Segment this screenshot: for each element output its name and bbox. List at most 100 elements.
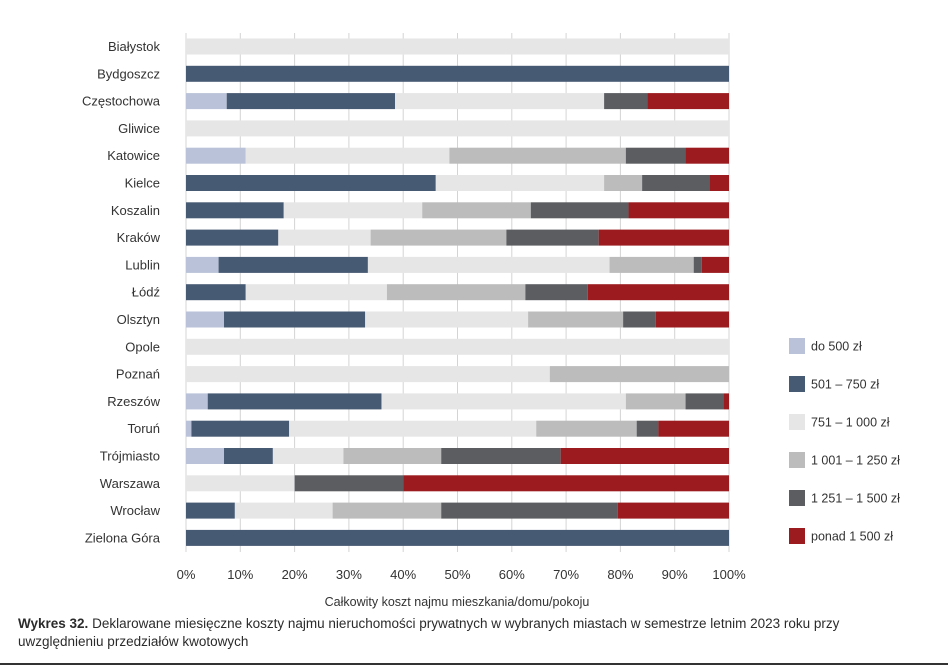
- bar-katowice-series-4: [449, 147, 626, 164]
- bar-krakow-series-2: [186, 229, 279, 246]
- bar-lodz-series-5: [525, 284, 588, 301]
- x-tick-label: 40%: [390, 567, 416, 582]
- bar-katowice-series-1: [186, 147, 246, 164]
- bar-czestochowa-series-2: [226, 93, 396, 110]
- bottom-rule: [0, 663, 948, 665]
- bar-kielce-series-5: [642, 175, 710, 191]
- legend-label-1: do 500 zł: [811, 340, 862, 354]
- bar-lublin-series-2: [218, 256, 368, 273]
- bar-poznan-series-4: [549, 366, 729, 383]
- bar-rzeszow-series-3: [381, 393, 626, 410]
- legend-label-3: 751 – 1 000 zł: [811, 416, 890, 430]
- bar-krakow-series-4: [370, 229, 507, 246]
- bar-wroclaw-series-3: [234, 502, 333, 519]
- legend-label-6: ponad 1 500 zł: [811, 530, 893, 544]
- legend-label-2: 501 – 750 zł: [811, 378, 879, 392]
- x-tick-label: 70%: [553, 567, 579, 582]
- bar-rzeszow-series-1: [186, 393, 208, 410]
- legend-swatch-4: [789, 452, 805, 468]
- bar-kielce-series-4: [604, 175, 643, 191]
- category-label-trojmiasto: Trójmiasto: [100, 449, 160, 464]
- stacked-bar-chart: Białystok Bydgoszcz Częstochowa Gliwice Kato…: [82, 33, 900, 609]
- figure-caption: Wykres 32. Deklarowane miesięczne koszty…: [18, 615, 918, 651]
- x-tick-label: 30%: [336, 567, 362, 582]
- bar-trojmiasto-series-3: [272, 448, 344, 464]
- category-label-poznan: Poznań: [116, 367, 160, 382]
- bar-katowice-series-3: [245, 147, 450, 164]
- x-tick-label: 60%: [499, 567, 525, 582]
- category-label-bydgoszcz: Bydgoszcz: [97, 66, 160, 81]
- bar-gliwice-series-3: [186, 120, 729, 137]
- bar-olsztyn-series-2: [224, 311, 366, 328]
- bar-poznan-series-3: [186, 366, 550, 383]
- bar-kielce-series-2: [186, 175, 436, 191]
- bar-torun-series-3: [289, 420, 537, 437]
- category-label-rzeszow: Rzeszów: [107, 394, 160, 409]
- bar-wroclaw-series-2: [186, 502, 235, 519]
- bar-trojmiasto-series-4: [343, 448, 442, 464]
- category-labels: Białystok Bydgoszcz Częstochowa Gliwice Kato…: [82, 39, 161, 545]
- bar-krakow-series-6: [598, 229, 729, 246]
- category-label-zielona-gora: Zielona Góra: [85, 530, 161, 545]
- x-tick-label: 100%: [712, 567, 746, 582]
- bar-wroclaw-series-5: [441, 502, 618, 519]
- bar-zielona-gora-series-2: [186, 529, 729, 546]
- legend-label-5: 1 251 – 1 500 zł: [811, 492, 900, 506]
- category-label-lublin: Lublin: [125, 257, 160, 272]
- bar-lublin-series-4: [609, 256, 694, 273]
- bar-torun-series-2: [191, 420, 290, 437]
- bar-kielce-series-3: [435, 175, 605, 191]
- bar-bydgoszcz-series-2: [186, 65, 729, 82]
- x-tick-label: 50%: [444, 567, 470, 582]
- x-tick-label: 80%: [607, 567, 633, 582]
- bar-olsztyn-series-1: [186, 311, 225, 328]
- bar-trojmiasto-series-2: [224, 448, 273, 464]
- bar-trojmiasto-series-5: [441, 448, 561, 464]
- bar-lodz-series-4: [386, 284, 526, 301]
- legend-swatch-5: [789, 490, 805, 506]
- bar-czestochowa-series-6: [647, 93, 729, 110]
- legend-swatch-2: [789, 376, 805, 392]
- bar-koszalin-series-4: [422, 202, 531, 219]
- bar-lublin-series-6: [701, 256, 729, 273]
- category-label-bialystok: Białystok: [108, 39, 161, 54]
- bar-katowice-series-5: [625, 147, 686, 164]
- category-label-kielce: Kielce: [125, 176, 160, 191]
- bar-koszalin-series-5: [530, 202, 629, 219]
- bar-torun-series-1: [186, 420, 192, 437]
- bar-rzeszow-series-6: [723, 393, 729, 410]
- bar-lublin-series-3: [367, 256, 610, 273]
- bar-opole-series-3: [186, 338, 729, 355]
- category-label-wroclaw: Wrocław: [110, 503, 160, 518]
- x-axis-title: Całkowity koszt najmu mieszkania/domu/po…: [325, 595, 590, 609]
- bar-wroclaw-series-6: [617, 502, 729, 519]
- bar-rzeszow-series-4: [625, 393, 686, 410]
- bar-wroclaw-series-4: [332, 502, 442, 519]
- bar-krakow-series-3: [278, 229, 371, 246]
- bar-koszalin-series-2: [186, 202, 284, 219]
- bar-koszalin-series-6: [628, 202, 729, 219]
- x-tick-labels: 0% 10% 20% 30% 40% 50% 60% 70% 80% 90% 100%: [177, 567, 746, 582]
- bars: [186, 38, 729, 546]
- bar-trojmiasto-series-6: [560, 448, 729, 464]
- category-label-warszawa: Warszawa: [100, 476, 161, 491]
- bar-olsztyn-series-4: [528, 311, 624, 328]
- category-label-czestochowa: Częstochowa: [82, 94, 161, 109]
- bar-lodz-series-6: [587, 284, 729, 301]
- bar-torun-series-6: [658, 420, 729, 437]
- bar-koszalin-series-3: [283, 202, 423, 219]
- bar-warszawa-series-5: [294, 475, 404, 492]
- bar-lodz-series-2: [186, 284, 246, 301]
- bar-kielce-series-6: [709, 175, 729, 191]
- category-label-olsztyn: Olsztyn: [117, 312, 160, 327]
- bar-czestochowa-series-3: [395, 93, 605, 110]
- bar-torun-series-4: [536, 420, 637, 437]
- legend-swatch-3: [789, 414, 805, 430]
- bar-czestochowa-series-5: [604, 93, 648, 110]
- x-tick-label: 20%: [282, 567, 308, 582]
- bar-olsztyn-series-6: [655, 311, 729, 328]
- figure-caption-label: Wykres 32.: [18, 616, 89, 631]
- bar-lodz-series-3: [245, 284, 387, 301]
- category-label-gliwice: Gliwice: [118, 121, 160, 136]
- category-label-katowice: Katowice: [107, 148, 160, 163]
